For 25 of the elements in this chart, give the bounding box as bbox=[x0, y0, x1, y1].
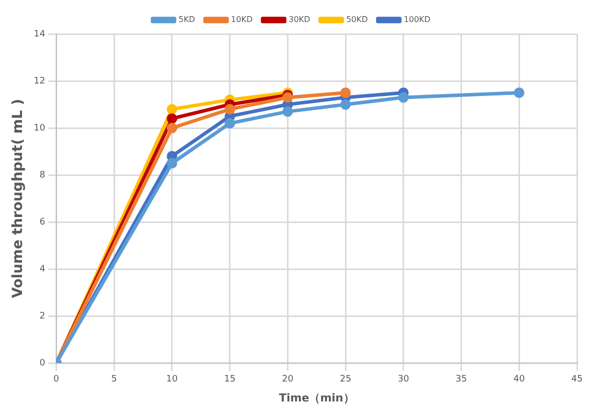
x-tick-label: 0 bbox=[53, 374, 60, 385]
y-tick-label: 6 bbox=[40, 217, 46, 228]
x-tick-label: 20 bbox=[282, 374, 294, 385]
legend-label: 10KD bbox=[231, 15, 253, 24]
y-tick-label: 14 bbox=[34, 29, 46, 40]
y-tick-label: 0 bbox=[40, 358, 46, 368]
y-tick-label: 8 bbox=[40, 170, 46, 180]
x-tick-label: 40 bbox=[513, 374, 526, 385]
y-tick-label: 10 bbox=[34, 123, 46, 134]
y-tick-label: 2 bbox=[40, 311, 46, 322]
x-axis-title: Time（min） bbox=[278, 391, 354, 404]
y-axis-title: Volume throughput( mL ) bbox=[10, 98, 26, 298]
y-tick-label: 4 bbox=[40, 264, 46, 274]
x-tick-label: 35 bbox=[456, 374, 468, 385]
x-tick-label: 15 bbox=[224, 374, 236, 385]
y-tick-label: 12 bbox=[34, 76, 46, 86]
x-tick-label: 5 bbox=[111, 374, 117, 385]
x-tick-label: 10 bbox=[166, 374, 178, 385]
x-tick-label: 30 bbox=[398, 374, 410, 385]
legend-label: 50KD bbox=[346, 15, 368, 24]
legend-label: 30KD bbox=[288, 15, 310, 24]
legend-label: 5KD bbox=[178, 15, 196, 24]
x-tick-label: 45 bbox=[571, 374, 583, 385]
x-tick-label: 25 bbox=[340, 374, 352, 385]
legend-label: 100KD bbox=[404, 15, 430, 24]
